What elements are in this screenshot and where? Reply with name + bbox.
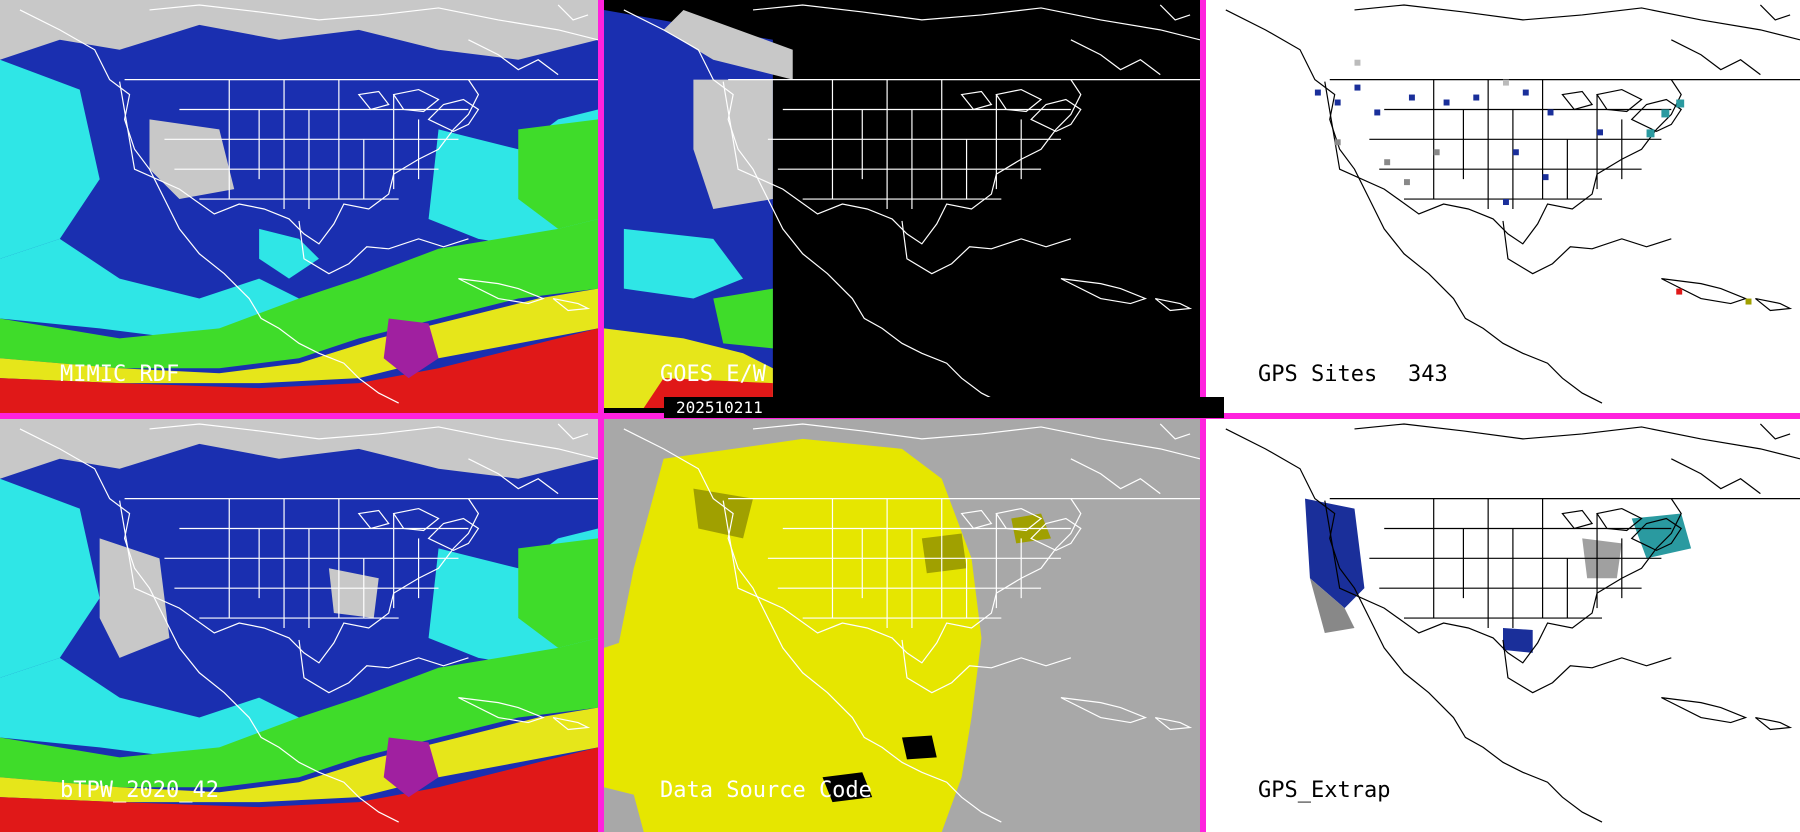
gps-extrap-label: GPS_Extrap	[1258, 778, 1391, 803]
goes-label: GOES E/W	[660, 362, 766, 387]
goes-map	[604, 0, 1200, 413]
gps-sites-label: GPS Sites	[1258, 362, 1378, 387]
gps-sites-count: 343	[1408, 362, 1448, 387]
btpw-panel: bTPW_2020_42	[0, 419, 598, 832]
mimic-rdf-panel: MIMIC RDF	[0, 0, 598, 413]
gps-extrap-panel: GPS_Extrap	[1206, 419, 1800, 832]
data-source-map	[604, 419, 1200, 832]
timestamp-bar: 202510211	[664, 397, 1224, 418]
data-source-label: Data Source Code	[660, 778, 872, 803]
tpw-map-mimic	[0, 0, 598, 413]
gps-sites-map	[1206, 0, 1800, 413]
timestamp-text: 202510211	[676, 398, 763, 417]
mimic-rdf-label: MIMIC RDF	[60, 362, 180, 387]
goes-panel: GOES E/W	[604, 0, 1200, 413]
gps-sites-panel: GPS Sites 343	[1206, 0, 1800, 413]
data-source-panel: Data Source Code	[604, 419, 1200, 832]
btpw-label: bTPW_2020_42	[60, 778, 219, 803]
tpw-map-btpw	[0, 419, 598, 832]
gps-site-markers	[1314, 59, 1752, 305]
gps-extrap-map	[1206, 419, 1800, 832]
